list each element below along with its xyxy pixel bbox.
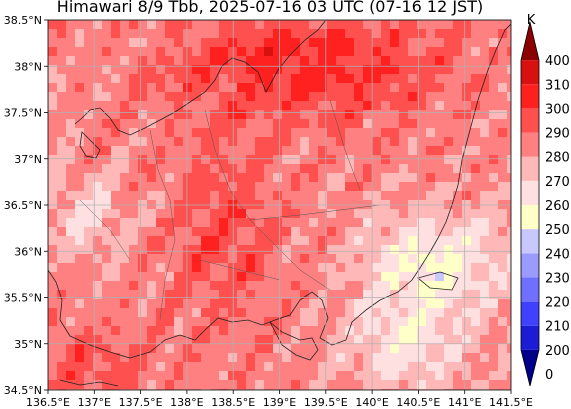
lat-tick-label: 36°N xyxy=(14,245,42,258)
tbb-field xyxy=(48,20,511,390)
colorbar-tick-label: 210 xyxy=(545,320,570,335)
colorbar-segment xyxy=(521,22,539,61)
lon-tick-label: 138°E xyxy=(170,396,203,409)
colorbar-tick-label: 240 xyxy=(545,247,570,262)
lon-tick-label: 139.5°E xyxy=(304,396,348,409)
colorbar-tick-label: 300 xyxy=(545,102,570,117)
colorbar-segment xyxy=(521,180,539,205)
colorbar-segment xyxy=(521,301,539,326)
colorbar-tick-label: 400 xyxy=(545,54,570,69)
lat-tick-label: 35°N xyxy=(14,338,42,351)
lat-tick-label: 37.5°N xyxy=(4,107,42,120)
colorbar-segment xyxy=(521,132,539,157)
map-title: Himawari 8/9 Tbb, 2025-07-16 03 UTC (07-… xyxy=(56,0,484,16)
colorbar: 0 200 210 220 230 240 250 260 270 280 290 300 310 400 xyxy=(520,21,570,387)
colorbar-unit: K xyxy=(527,13,536,28)
colorbar-tick-label: 200 xyxy=(545,344,570,359)
colorbar-tick-label: 310 xyxy=(545,78,570,93)
lat-tick-label: 38°N xyxy=(14,60,42,73)
colorbar-segment xyxy=(521,349,539,386)
latitude-ticks: 34.5°N 35°N 35.5°N 36°N 36.5°N 37°N 37.5°N 38°N… xyxy=(4,14,48,397)
lon-tick-label: 136.5°E xyxy=(26,396,70,409)
lat-tick-label: 34.5°N xyxy=(4,384,42,397)
colorbar-tick-label: 260 xyxy=(545,199,570,214)
lon-tick-label: 138.5°E xyxy=(211,396,255,409)
colorbar-tick-label: 220 xyxy=(545,296,570,311)
colorbar-segment xyxy=(521,205,539,230)
lon-tick-label: 139°E xyxy=(263,396,296,409)
longitude-ticks: 136.5°E 137°E 137.5°E 138°E 138.5°E 139°E 139.… xyxy=(26,390,533,409)
colorbar-segment xyxy=(521,325,539,350)
lon-tick-label: 137.5°E xyxy=(119,396,163,409)
colorbar-tick-label: 290 xyxy=(545,127,570,142)
colorbar-tick-label: 250 xyxy=(545,223,570,238)
lon-tick-label: 137°E xyxy=(78,396,111,409)
lat-tick-label: 35.5°N xyxy=(4,292,42,305)
lon-tick-label: 141°E xyxy=(448,396,481,409)
lat-tick-label: 38.5°N xyxy=(4,14,42,27)
lon-tick-label: 140.5°E xyxy=(396,396,440,409)
colorbar-tick-label: 230 xyxy=(545,271,570,286)
lon-tick-label: 141.5°E xyxy=(489,396,533,409)
lat-lon-grid xyxy=(48,20,511,390)
lat-tick-label: 37°N xyxy=(14,153,42,166)
colorbar-segment xyxy=(521,84,539,109)
colorbar-segment xyxy=(521,156,539,181)
colorbar-segment xyxy=(521,229,539,254)
colorbar-outline xyxy=(520,21,540,387)
lat-tick-label: 36.5°N xyxy=(4,199,42,212)
coastlines xyxy=(48,20,511,387)
colorbar-segment xyxy=(521,60,539,85)
colorbar-tick-label: 270 xyxy=(545,175,570,190)
colorbar-segment xyxy=(521,277,539,302)
colorbar-tick-label: 280 xyxy=(545,151,570,166)
colorbar-segment xyxy=(521,108,539,133)
prefecture-borders xyxy=(79,99,381,321)
colorbar-tick-label: 0 xyxy=(545,368,553,383)
colorbar-segment xyxy=(521,253,539,278)
lon-tick-label: 140°E xyxy=(355,396,388,409)
